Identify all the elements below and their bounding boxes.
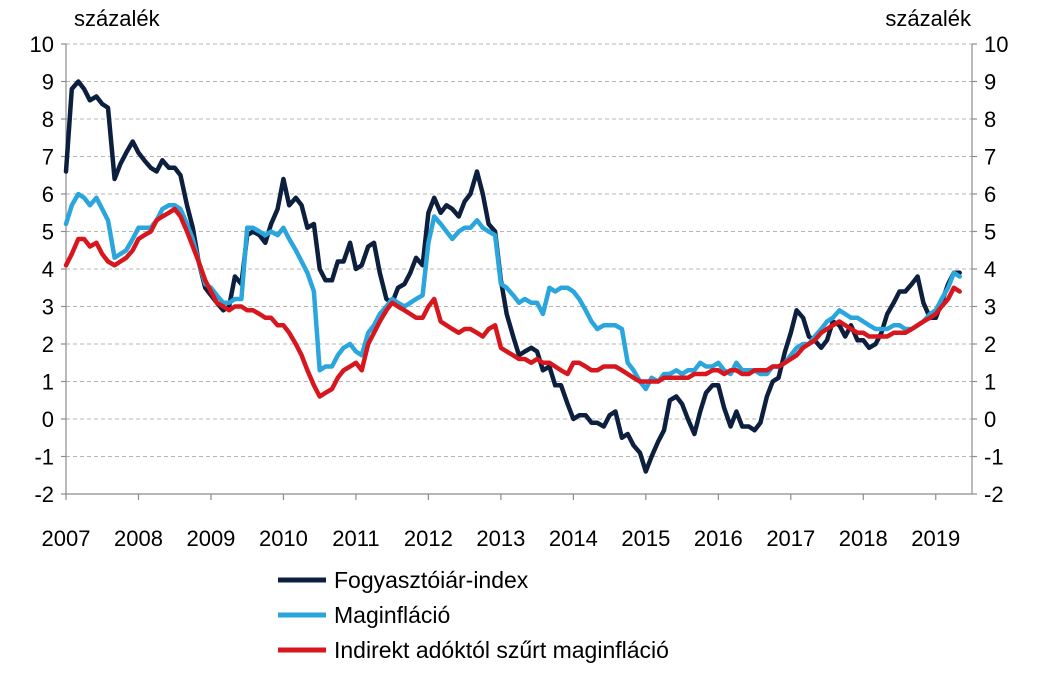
right-y-tick-label: -1 — [984, 445, 1004, 470]
axes — [61, 43, 977, 500]
right-y-tick-label: 7 — [984, 145, 996, 170]
right-y-tick-label: 0 — [984, 407, 996, 432]
right-y-tick-label: 1 — [984, 370, 996, 395]
x-tick-label: 2010 — [259, 526, 308, 551]
right-y-tick-label: 2 — [984, 332, 996, 357]
left-y-tick-label: 4 — [42, 257, 54, 282]
right-y-tick-label: 9 — [984, 70, 996, 95]
legend-label: Indirekt adóktól szűrt maginfláció — [334, 637, 669, 663]
x-tick-label: 2019 — [911, 526, 960, 551]
left-y-tick-label: 3 — [42, 295, 54, 320]
x-tick-label: 2017 — [766, 526, 815, 551]
x-tick-label: 2009 — [186, 526, 235, 551]
left-y-tick-label: -2 — [34, 482, 54, 507]
legend: Fogyasztóiár-index Maginfláció Indirekt ad… — [278, 567, 669, 663]
x-tick-label: 2007 — [42, 526, 91, 551]
gridlines — [66, 43, 972, 457]
right-y-tick-label: 6 — [984, 182, 996, 207]
x-tick-label: 2015 — [621, 526, 670, 551]
series-line-1 — [63, 191, 962, 392]
tick-labels: -2 -2 -1 -1 0 0 1 1 2 2 3 3 4 4 5 5 6 6 7 7 8 8 9 9 10 10 2007 2008… — [30, 32, 1009, 551]
series-line-0 — [63, 79, 962, 474]
left-y-tick-label: 8 — [42, 107, 54, 132]
left-y-tick-label: 7 — [42, 145, 54, 170]
right-y-tick-label: 10 — [984, 32, 1008, 57]
left-y-tick-label: 1 — [42, 370, 54, 395]
right-axis-unit-label: százalék — [885, 6, 972, 31]
right-y-tick-label: 8 — [984, 107, 996, 132]
x-tick-label: 2018 — [839, 526, 888, 551]
series-lines — [63, 79, 962, 474]
x-tick-label: 2011 — [332, 526, 379, 551]
x-tick-label: 2008 — [114, 526, 163, 551]
legend-label: Maginfláció — [334, 602, 450, 628]
right-y-tick-label: 4 — [984, 257, 996, 282]
left-y-tick-label: 6 — [42, 182, 54, 207]
right-y-tick-label: 5 — [984, 220, 996, 245]
left-y-tick-label: 5 — [42, 220, 54, 245]
x-tick-label: 2014 — [549, 526, 598, 551]
x-tick-label: 2016 — [694, 526, 743, 551]
legend-label: Fogyasztóiár-index — [334, 567, 529, 593]
right-y-tick-label: 3 — [984, 295, 996, 320]
x-tick-label: 2013 — [476, 526, 525, 551]
x-tick-label: 2012 — [404, 526, 453, 551]
right-y-tick-label: -2 — [984, 482, 1004, 507]
series-line-2 — [63, 206, 962, 399]
left-axis-unit-label: százalék — [74, 6, 161, 31]
left-y-tick-label: -1 — [34, 445, 54, 470]
left-y-tick-label: 2 — [42, 332, 54, 357]
left-y-tick-label: 9 — [42, 70, 54, 95]
left-y-tick-label: 10 — [30, 32, 54, 57]
left-y-tick-label: 0 — [42, 407, 54, 432]
